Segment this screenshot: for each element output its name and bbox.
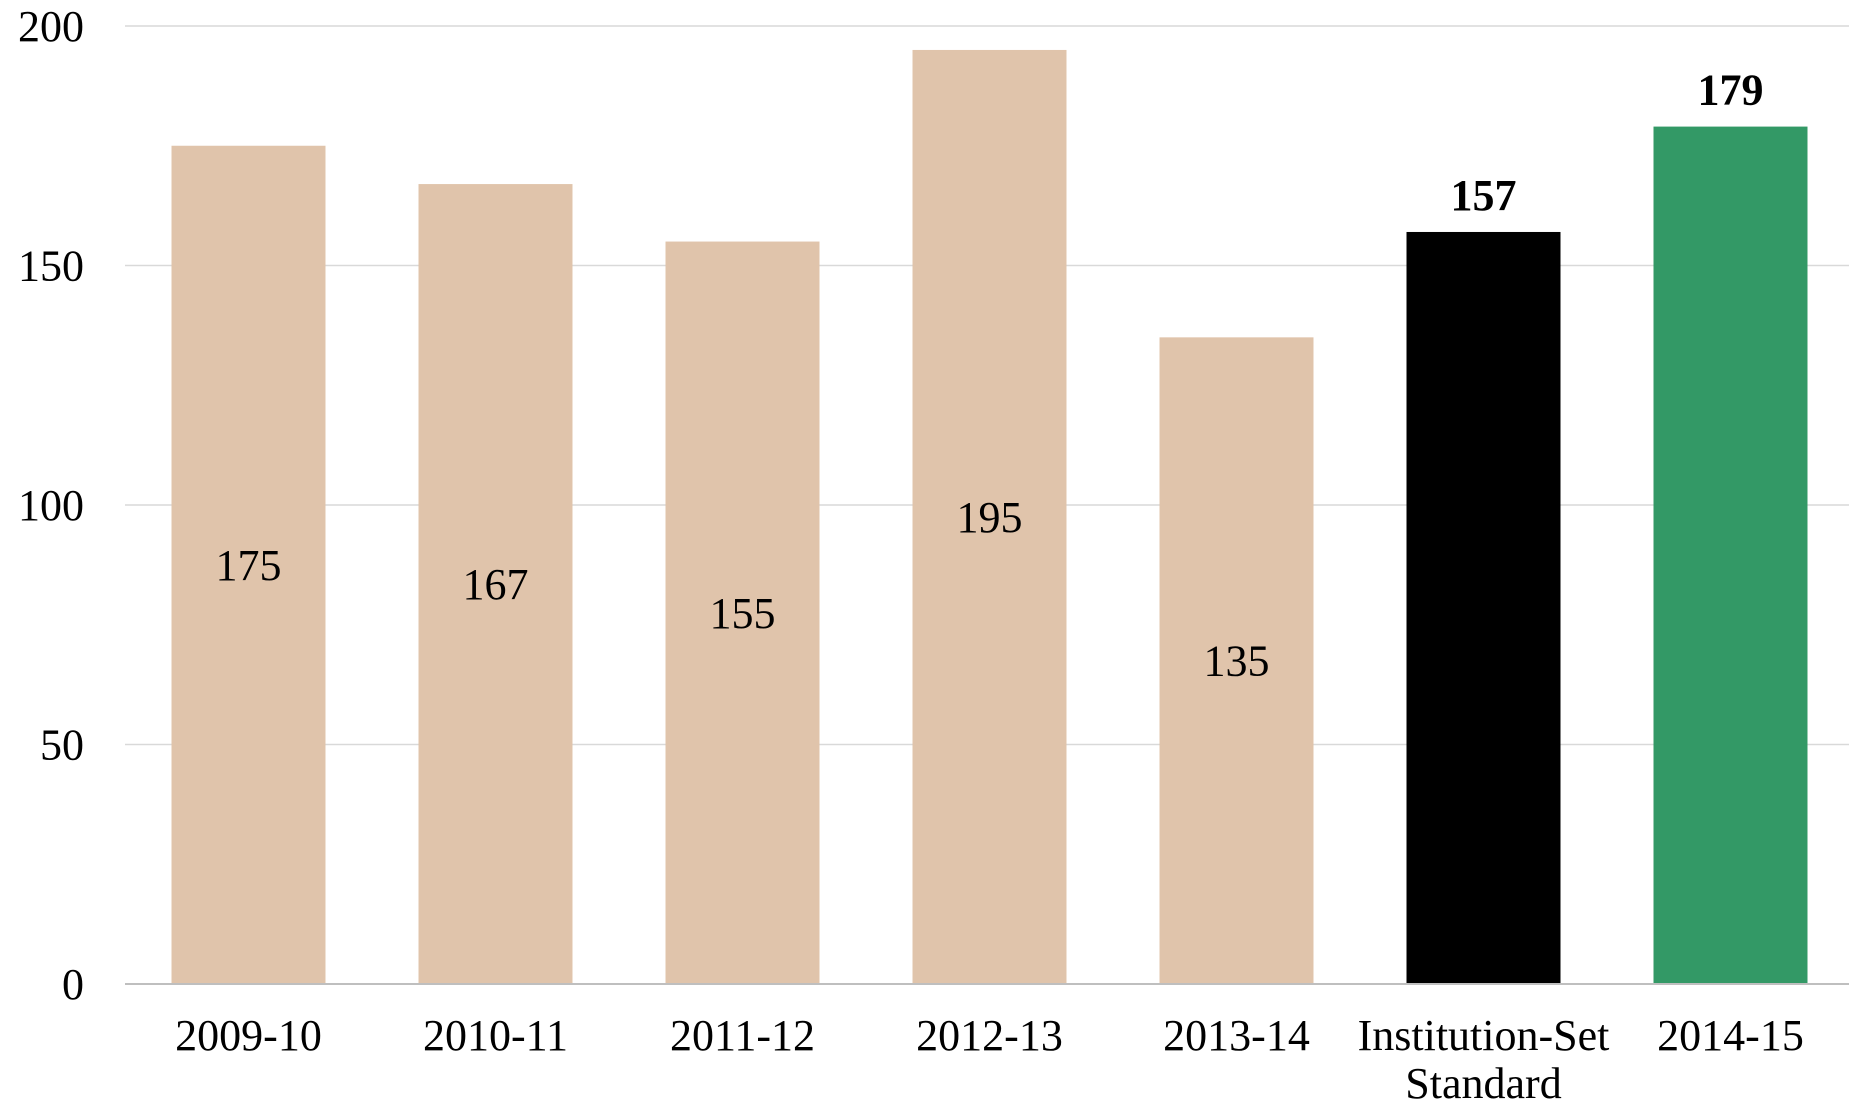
x-category-label: 2014-15: [1657, 1011, 1804, 1060]
data-label: 167: [463, 560, 529, 609]
y-tick-label: 0: [62, 960, 84, 1009]
data-label: 157: [1451, 171, 1517, 220]
data-label: 179: [1698, 66, 1764, 115]
bar-2014-15: [1653, 126, 1808, 985]
bar-2011-12: [665, 241, 820, 985]
x-category-label: Institution-Set: [1358, 1011, 1610, 1060]
y-tick-label: 50: [40, 721, 84, 770]
x-category-label: 2010-11: [423, 1011, 568, 1060]
y-axis-tick-labels: 0 50 100 150 200: [18, 2, 84, 1009]
data-label: 155: [710, 589, 776, 638]
bar-2010-11: [418, 184, 573, 984]
bar-2012-13: [912, 49, 1067, 984]
data-label: 175: [216, 541, 282, 590]
bar-2009-10: [171, 145, 326, 984]
data-label: 195: [957, 493, 1023, 542]
y-tick-label: 200: [18, 2, 84, 51]
x-category-label: 2013-14: [1163, 1011, 1310, 1060]
x-category-label: 2012-13: [916, 1011, 1063, 1060]
x-category-label: 2009-10: [175, 1011, 322, 1060]
x-category-label: Standard: [1405, 1059, 1561, 1104]
bars: [171, 49, 1808, 985]
x-category-label: 2011-12: [670, 1011, 815, 1060]
y-tick-label: 100: [18, 481, 84, 530]
x-axis-category-labels: 2009-10 2010-11 2011-12 2012-13 2013-14 Insti…: [175, 1011, 1804, 1104]
bar-2013-14: [1159, 337, 1314, 985]
y-tick-label: 150: [18, 242, 84, 291]
data-label: 135: [1204, 637, 1270, 686]
data-labels: 175 167 155 195 135 157 179: [216, 66, 1764, 686]
bar-institution-set-standard: [1406, 231, 1561, 985]
